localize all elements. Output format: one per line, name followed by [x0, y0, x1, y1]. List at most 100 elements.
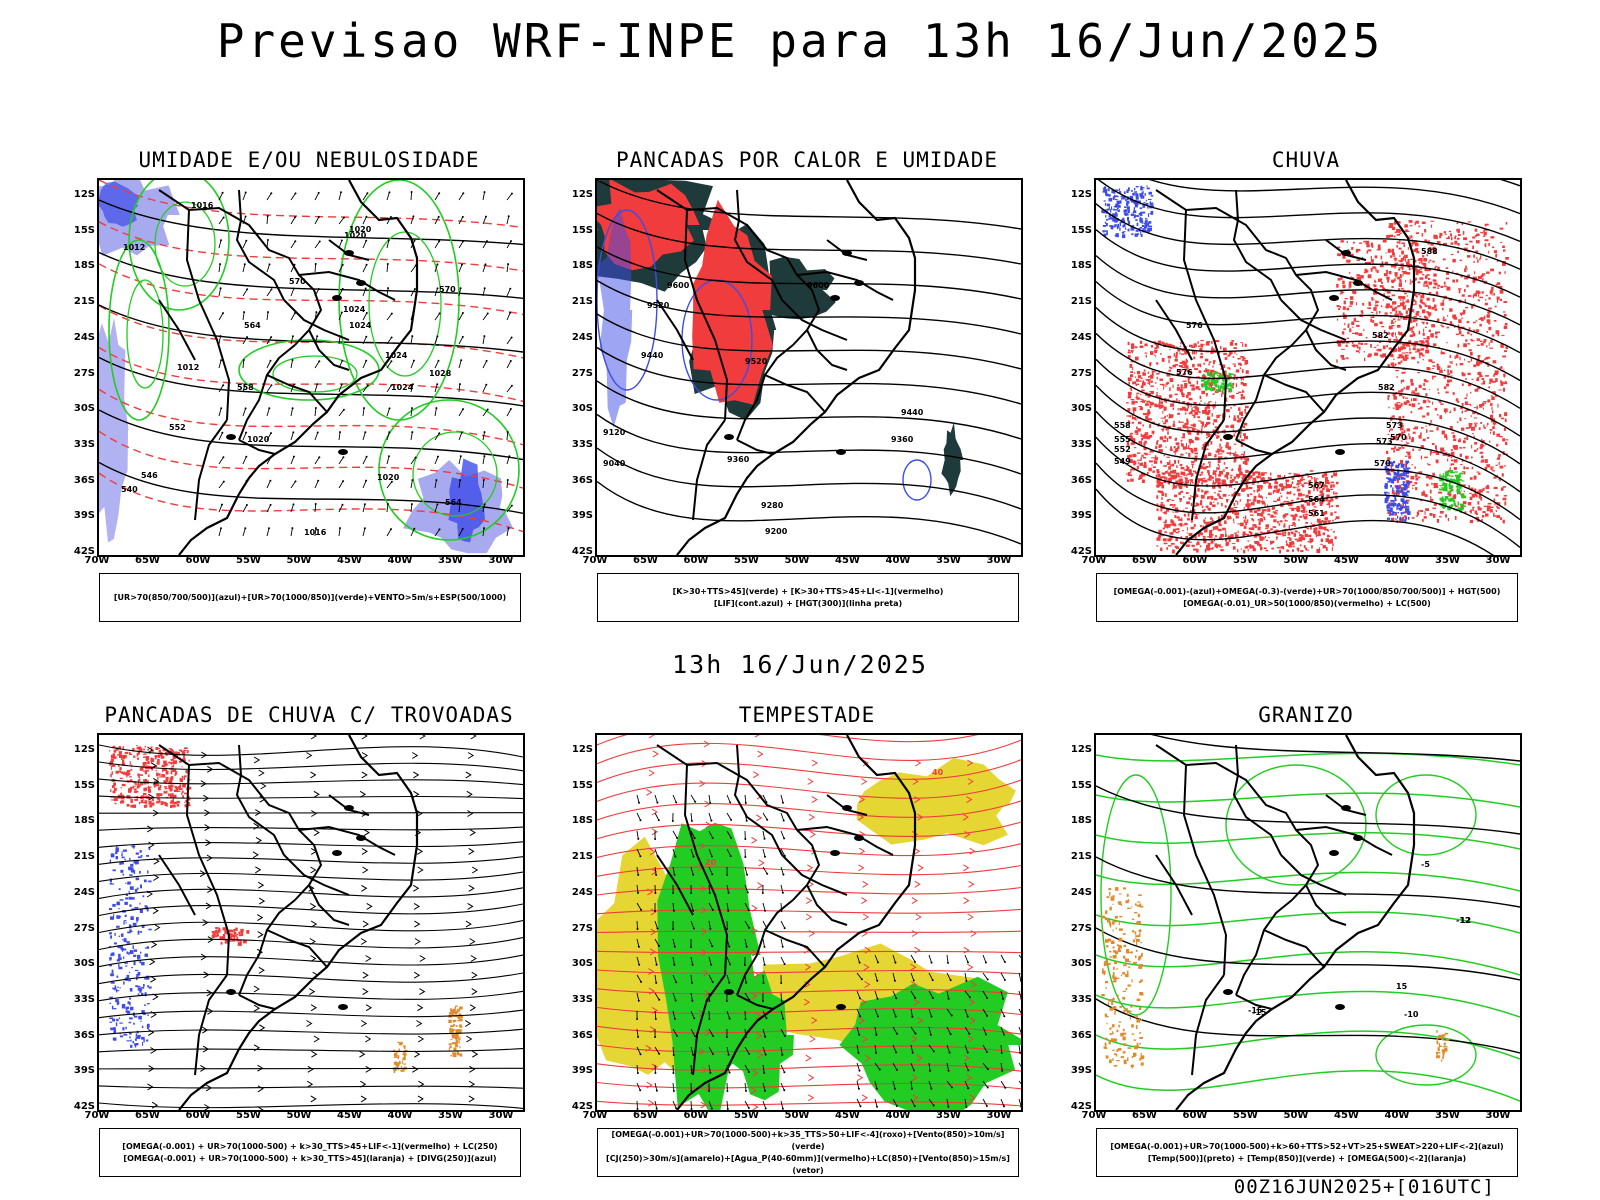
wind-vectors	[218, 191, 513, 537]
legend-box-tempestade: [OMEGA(-0.001)+UR>70(1000-500)+k>35_TTS>…	[597, 1128, 1019, 1177]
legend-line: [K>30+TTS>45](verde) + [K>30+TTS>45+LI<-…	[672, 586, 944, 596]
lake	[1353, 280, 1363, 286]
lat-tick-label: 21S	[1070, 296, 1092, 308]
political-border	[692, 974, 726, 1076]
lon-tick-label: 50W	[784, 1110, 810, 1121]
contour-label: 9440	[641, 351, 664, 360]
political-border	[733, 189, 783, 301]
contour-label: 1020	[377, 473, 400, 482]
lat-tick-label: 12S	[1070, 744, 1092, 755]
contour-label: -15	[1252, 1008, 1267, 1017]
lat-tick-label: 33S	[73, 993, 95, 1005]
contour-label: 588	[1421, 247, 1438, 256]
contour-label: 564	[445, 498, 462, 507]
contour-label: 15	[1396, 982, 1408, 991]
lat-tick-label: 24S	[73, 886, 95, 898]
lat-tick-label: 21S	[1070, 851, 1092, 863]
contour-label: 40	[932, 768, 944, 777]
lat-tick-label: 33S	[571, 438, 593, 450]
contour-label: 1024	[349, 321, 372, 330]
lat-tick-label: 39S	[571, 510, 593, 522]
lat-tick-label: 27S	[73, 367, 95, 379]
contour-label: 549	[1114, 457, 1131, 466]
lat-tick-label: 39S	[571, 1065, 593, 1077]
lat-tick-label: 36S	[571, 1029, 593, 1041]
contour-label: 552	[1114, 445, 1131, 454]
lake	[724, 989, 734, 995]
political-border	[683, 764, 729, 976]
lat-tick-label: 27S	[571, 922, 593, 934]
lon-tick-label: 30W	[488, 555, 514, 566]
lake	[1223, 434, 1233, 440]
political-border	[806, 329, 848, 371]
political-border	[736, 344, 794, 441]
panel-title-tempestade: TEMPESTADE	[738, 703, 876, 727]
lon-tick-label: 60W	[185, 555, 211, 566]
contour-label: 9200	[765, 527, 788, 536]
lon-tick-label: 35W	[936, 1110, 961, 1121]
political-border	[238, 994, 276, 1010]
lon-tick-label: 60W	[683, 1110, 709, 1121]
humidity-upper-area	[99, 317, 129, 543]
hgt300-contours	[597, 180, 1021, 545]
political-border	[235, 744, 285, 856]
lake	[356, 280, 366, 286]
political-border	[238, 899, 296, 996]
lon-tick-label: 70W	[84, 555, 110, 566]
hgt500-contours	[1096, 180, 1520, 555]
lon-tick-label: 55W	[734, 1110, 759, 1121]
legend-line: [LIF](cont.azul) + [HGT(300)](linha pret…	[713, 598, 903, 608]
lat-tick-label: 39S	[1070, 1065, 1092, 1077]
lat-tick-label: 24S	[1070, 331, 1092, 343]
temp850-contours	[1096, 752, 1520, 1102]
contour-label: 1012	[177, 363, 199, 372]
lon-tick-label: 70W	[1081, 555, 1107, 566]
contour-label: 12	[1460, 916, 1471, 925]
lake	[344, 250, 354, 256]
coastline	[676, 735, 917, 1110]
legend-line: [CJ(250)>30m/s](amarelo)+[Agua_P(40-60mm…	[606, 1153, 1010, 1175]
lat-tick-label: 30S	[73, 403, 95, 415]
lat-tick-label: 12S	[73, 744, 95, 755]
lat-tick-label: 18S	[73, 260, 95, 272]
thunderstorm-area	[211, 927, 250, 946]
contour-label: 1020	[344, 231, 367, 240]
map-granizo: -15 -12 -10 -5 12 15 -15	[1094, 733, 1522, 1112]
lon-tick-label: 45W	[1334, 1110, 1359, 1121]
lat-tick-label: 21S	[73, 296, 95, 308]
streamlines	[597, 735, 1021, 1110]
contour-label: 9440	[901, 408, 924, 417]
contour-label: 573	[1386, 421, 1403, 430]
lon-tick-label: 40W	[387, 1110, 413, 1121]
contour-label: 9600	[807, 281, 830, 290]
political-border	[736, 439, 774, 455]
legend-line: [OMEGA(-0.001) + UR>70(1000-500) + k>30_…	[122, 1141, 498, 1151]
lon-tick-label: 55W	[236, 555, 261, 566]
political-border	[806, 884, 848, 926]
legend-box-umidade: [UR>70(850/700/500)](azul)+[UR>70(1000/8…	[99, 573, 521, 622]
pressure-contours	[99, 199, 523, 514]
lat-tick-label: 18S	[1070, 260, 1092, 272]
lat-tick-label: 30S	[1070, 958, 1092, 970]
omega-strong-area	[1201, 371, 1234, 393]
legend-box-chuva: [OMEGA(-0.001)-(azul)+OMEGA(-0.3)-(verde…	[1096, 573, 1518, 622]
contour-label: 582	[1372, 331, 1389, 340]
lat-tick-label: 21S	[73, 851, 95, 863]
political-border	[1155, 189, 1320, 346]
political-border	[1191, 419, 1225, 521]
lat-tick-label: 15S	[571, 224, 593, 236]
contour-label: 9520	[647, 301, 670, 310]
political-border	[656, 744, 821, 901]
lon-tick-label: 60W	[683, 555, 709, 566]
lat-tick-label: 33S	[1070, 993, 1092, 1005]
lake	[226, 434, 236, 440]
panel-title-calor: PANCADAS POR CALOR E UMIDADE	[615, 148, 998, 172]
contour-label: 555	[1114, 435, 1131, 444]
legend-line: [OMEGA(-0.001) + UR>70(1000-500) + k>30_…	[123, 1153, 497, 1163]
legend-line: [OMEGA(-0.001)+UR>70(1000-500)+k>60+TTS>…	[1110, 1141, 1504, 1151]
lat-tick-label: 15S	[73, 224, 95, 236]
contour-label: 567	[1308, 481, 1325, 490]
contour-label: 564	[244, 321, 261, 330]
political-border	[656, 189, 821, 346]
contour-label: 561	[1308, 509, 1325, 518]
